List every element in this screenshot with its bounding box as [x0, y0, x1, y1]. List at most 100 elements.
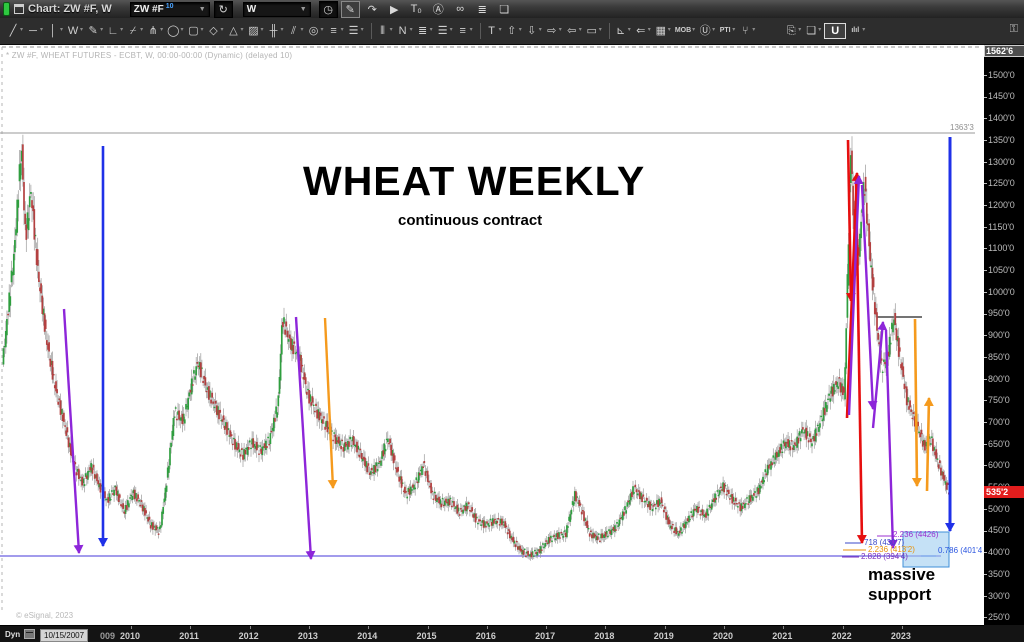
interval-dropdown-caret[interactable]: ▼ — [299, 5, 307, 13]
pencil-tool-icon[interactable]: ✎ — [340, 0, 360, 18]
fib-retracement-icon[interactable]: ≡ ▾ — [327, 23, 345, 39]
symbol-a-icon[interactable]: Ⓐ — [432, 4, 444, 16]
tool-dropdown-caret[interactable]: ▾ — [732, 27, 736, 33]
tool-dropdown-caret[interactable]: ▾ — [862, 27, 866, 33]
trend-channel-icon[interactable]: W ▾ — [66, 23, 84, 39]
tool-dropdown-caret[interactable]: ▾ — [712, 27, 716, 33]
tool-dropdown-caret[interactable]: ▾ — [667, 27, 671, 33]
tool-dropdown-caret[interactable]: ▾ — [100, 27, 104, 33]
tool-dropdown-caret[interactable]: ▾ — [360, 27, 364, 33]
bars-icon[interactable]: ⦀ ▾ — [376, 23, 394, 39]
refresh-icon[interactable]: ↻ — [213, 0, 233, 18]
orange-trend-arrow[interactable] — [323, 317, 338, 489]
link-icon[interactable]: ∞ — [456, 3, 465, 15]
hatch-icon[interactable]: ▨ ▾ — [247, 23, 265, 39]
tool-dropdown-caret[interactable]: ▾ — [220, 27, 224, 33]
chart-area[interactable]: * ZW #F, WHEAT FUTURES - ECBT, W, 00:00-… — [0, 45, 984, 625]
fib-circles-icon[interactable]: ◎ ▾ — [307, 23, 325, 39]
tool-dropdown-caret[interactable]: ▾ — [449, 27, 453, 33]
angle-line-icon[interactable]: ∟ ▾ — [106, 23, 124, 39]
callout-icon[interactable]: ▭ ▾ — [585, 23, 603, 39]
price-chart-canvas[interactable] — [0, 45, 984, 625]
purple-trend-arrow[interactable] — [847, 175, 864, 416]
tool-dropdown-caret[interactable]: ▾ — [140, 27, 144, 33]
symbol-dropdown-caret[interactable]: ▼ — [198, 5, 206, 13]
arrow-down-icon[interactable]: ⇩ ▾ — [525, 23, 543, 39]
tool-dropdown-caret[interactable]: ▾ — [180, 27, 184, 33]
arrow-left-icon[interactable]: ⇦ ▾ — [565, 23, 583, 39]
tool-dropdown-caret[interactable]: ▾ — [280, 27, 284, 33]
symbol-input[interactable]: ZW #F 10 ▼ — [129, 1, 210, 17]
tool-dropdown-caret[interactable]: ▾ — [260, 27, 264, 33]
tool-dropdown-caret[interactable]: ▾ — [752, 27, 756, 33]
vertical-line-icon[interactable]: │ ▾ — [46, 23, 64, 39]
chat-bubble-icon[interactable]: ❏ — [499, 3, 510, 16]
arrow-right-icon[interactable]: ⇨ ▾ — [545, 23, 563, 39]
curve-tool-icon[interactable]: ↷ — [367, 3, 377, 16]
tool-dropdown-caret[interactable]: ▾ — [518, 27, 522, 33]
tool-dropdown-caret[interactable]: ▾ — [120, 27, 124, 33]
orange-trend-arrow[interactable] — [911, 318, 922, 487]
purple-trend-arrow[interactable] — [62, 308, 84, 554]
purple-trend-arrow[interactable] — [871, 321, 888, 429]
candlestick-icon[interactable]: ılıl ▾ — [848, 23, 866, 39]
parallel-lines-icon[interactable]: ⫽ ▾ — [287, 23, 305, 39]
purple-trend-arrow[interactable] — [294, 316, 316, 560]
quadrant-lines-icon[interactable]: ☰ ▾ — [436, 23, 454, 39]
tool-dropdown-caret[interactable]: ▾ — [340, 27, 344, 33]
tool-dropdown-caret[interactable]: ▾ — [469, 27, 473, 33]
tool-dropdown-caret[interactable]: ▾ — [320, 27, 324, 33]
tool-dropdown-caret[interactable]: ▾ — [538, 27, 542, 33]
price-axis[interactable]: 1550'01500'01450'01400'01350'01300'01250… — [984, 45, 1024, 625]
clock-icon[interactable]: ◷ — [318, 0, 338, 18]
diamond-icon[interactable]: ◇ ▾ — [206, 23, 224, 39]
crosshatch-icon[interactable]: ╫ ▾ — [267, 23, 285, 39]
tool-dropdown-caret[interactable]: ▾ — [240, 27, 244, 33]
grid-icon[interactable]: ▦ ▾ — [654, 23, 672, 39]
play-icon[interactable]: ▶ — [389, 3, 399, 16]
arrow-up-icon[interactable]: ⇧ ▾ — [505, 23, 523, 39]
text-note-icon[interactable]: T₀ — [410, 3, 422, 15]
tool-dropdown-caret[interactable]: ▾ — [627, 27, 631, 33]
trendline-icon[interactable]: ╱ ▾ — [6, 23, 24, 39]
rectangle-icon[interactable]: ▢ ▾ — [186, 23, 204, 39]
tirone-lines-icon[interactable]: ≡ ▾ — [456, 23, 474, 39]
tool-dropdown-caret[interactable]: ▾ — [818, 27, 822, 33]
purple-trend-arrow[interactable] — [860, 184, 878, 410]
interval-input[interactable]: W ▼ — [242, 1, 311, 17]
start-date-box[interactable]: 10/15/2007 — [40, 629, 89, 642]
pencil-icon[interactable]: ✎ ▾ — [86, 23, 104, 39]
tool-dropdown-caret[interactable]: ▾ — [160, 27, 164, 33]
tool-dropdown-caret[interactable]: ▾ — [798, 27, 802, 33]
tool-dropdown-caret[interactable]: ▾ — [60, 27, 64, 33]
time-axis-bar[interactable]: Dyn 10/15/2007 009 2010 2011 2012 2013 2014 2… — [0, 625, 1024, 642]
comment-bubble-icon[interactable]: ❏ ▾ — [804, 23, 822, 39]
pti-icon[interactable]: PTI ▾ — [718, 23, 736, 39]
panel-list-icon[interactable]: ≣ — [477, 3, 487, 16]
tool-dropdown-caret[interactable]: ▾ — [429, 27, 433, 33]
tool-dropdown-caret[interactable]: ▾ — [200, 27, 204, 33]
text-tool-icon[interactable]: T ▾ — [485, 23, 503, 39]
tool-dropdown-caret[interactable]: ▾ — [20, 27, 24, 33]
extend-left-icon[interactable]: ⇐ ▾ — [634, 23, 652, 39]
tool-dropdown-caret[interactable]: ▾ — [578, 27, 582, 33]
tool-dropdown-caret[interactable]: ▾ — [40, 27, 44, 33]
gann-lines-icon[interactable]: ≣ ▾ — [416, 23, 434, 39]
tool-dropdown-caret[interactable]: ▾ — [300, 27, 304, 33]
calendar-icon[interactable] — [24, 629, 35, 639]
speed-lines-icon[interactable]: ☰ ▾ — [347, 23, 365, 39]
tool-dropdown-caret[interactable]: ▾ — [558, 27, 562, 33]
horizontal-line-icon[interactable]: ─ ▾ — [26, 23, 44, 39]
zigzag-icon[interactable]: N ▾ — [396, 23, 414, 39]
red-trend-arrow[interactable] — [845, 139, 856, 302]
u-tool-selected[interactable]: U — [824, 23, 847, 39]
orange-trend-arrow[interactable] — [923, 397, 934, 492]
paperclip-icon[interactable]: ⎘ ▾ — [784, 23, 802, 39]
tool-dropdown-caret[interactable]: ▾ — [647, 27, 651, 33]
circle-u-icon[interactable]: Ⓤ ▾ — [698, 23, 716, 39]
ray-icon[interactable]: ⌿ ▾ — [126, 23, 144, 39]
angle-tool-icon[interactable]: ⊾ ▾ — [614, 23, 632, 39]
tool-dropdown-caret[interactable]: ▾ — [409, 27, 413, 33]
tool-dropdown-caret[interactable]: ▾ — [498, 27, 502, 33]
ellipse-icon[interactable]: ◯ ▾ — [166, 23, 184, 39]
